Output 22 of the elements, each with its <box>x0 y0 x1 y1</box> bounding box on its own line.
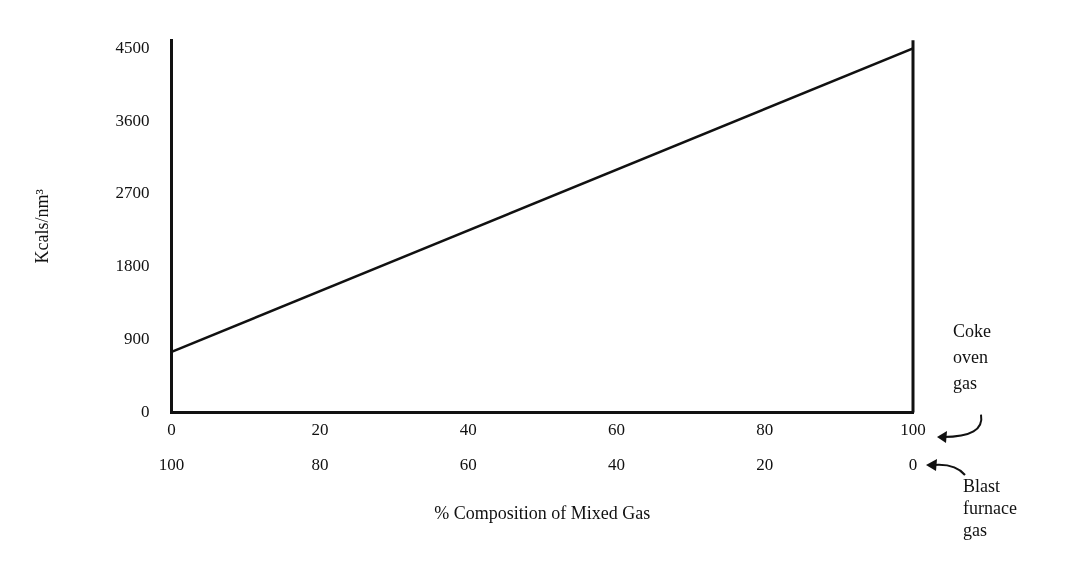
y-tick-label: 1800 <box>115 256 150 276</box>
x2-tick-label: 60 <box>459 454 477 474</box>
y-tick-label: 3600 <box>115 110 150 130</box>
y-tick-label: 2700 <box>115 183 150 203</box>
y-axis-title: Kcals/nm³ <box>31 188 52 264</box>
x2-tick-label: 80 <box>311 454 329 474</box>
x2-tick-label: 20 <box>756 454 774 474</box>
x2-tick-label: 40 <box>607 454 625 474</box>
x-tick-label: 60 <box>607 420 625 440</box>
x-tick-label: 80 <box>756 420 774 440</box>
x2-tick-label: 100 <box>158 454 185 474</box>
y-tick-label: 900 <box>124 329 150 349</box>
x2-tick-label: 0 <box>908 454 918 474</box>
x-tick-label: 0 <box>167 420 176 440</box>
x-tick-label: 20 <box>311 420 329 440</box>
text: Blast furnace gas <box>963 475 1017 540</box>
x-tick-label: 100 <box>900 420 926 440</box>
text: Coke oven gas <box>953 321 992 394</box>
x-axis-title: % Composition of Mixed Gas <box>434 502 651 523</box>
y-tick-label: 0 <box>141 402 150 422</box>
y-tick-label: 4500 <box>115 37 150 57</box>
x-tick-label: 40 <box>459 420 477 440</box>
